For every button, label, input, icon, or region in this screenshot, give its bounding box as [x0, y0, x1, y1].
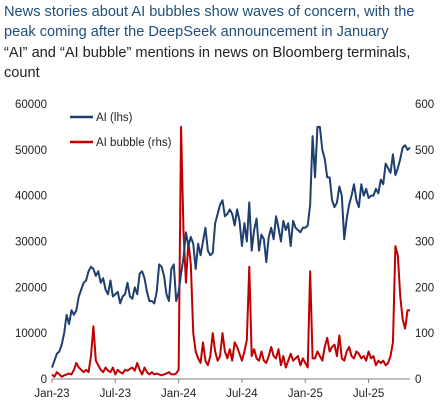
- x-tick-label: Jul-23: [100, 388, 131, 400]
- y-right-tick-label: 200: [415, 282, 434, 294]
- y-left-tick-label: 20000: [15, 282, 47, 294]
- chart-title: News stories about AI bubbles show waves…: [4, 4, 415, 40]
- y-left-tick-label: 50000: [15, 145, 47, 157]
- x-tick-label: Jul-25: [353, 388, 384, 400]
- series-line-ai: [51, 125, 411, 368]
- y-left-tick-label: 40000: [15, 191, 47, 203]
- chart-subtitle: “AI” and “AI bubble” mentions in news on…: [4, 45, 411, 81]
- y-right-tick-label: 500: [415, 145, 434, 157]
- y-right-tick-label: 600: [415, 99, 434, 111]
- series-layer: [51, 125, 411, 378]
- x-tick-label: Jan-25: [288, 388, 323, 400]
- y-right-ticks: 0 100 200 300 400 500 600: [415, 99, 434, 386]
- legend-label-ai-bubble: AI bubble (rhs): [96, 137, 172, 149]
- x-tick-label: Jan-23: [34, 388, 69, 400]
- y-left-tick-label: 30000: [15, 237, 47, 249]
- y-left-tick-label: 10000: [15, 328, 47, 340]
- y-right-tick-label: 400: [415, 191, 434, 203]
- y-right-tick-label: 100: [415, 328, 434, 340]
- y-right-tick-label: 0: [415, 374, 421, 386]
- y-left-tick-label: 0: [41, 374, 47, 386]
- y-left-ticks: 0 10000 20000 30000 40000 50000 60000: [15, 99, 47, 386]
- x-tick-label: Jan-24: [161, 388, 197, 400]
- x-ticks: Jan-23 Jul-23 Jan-24 Jul-24 Jan-25 Jul-25: [34, 379, 384, 400]
- legend: AI (lhs) AI bubble (rhs): [70, 112, 172, 149]
- series-line-ai-bubble: [51, 125, 410, 378]
- y-right-tick-label: 300: [415, 237, 434, 249]
- y-left-tick-label: 60000: [15, 99, 47, 111]
- x-tick-label: Jul-24: [226, 388, 258, 400]
- legend-label-ai: AI (lhs): [96, 112, 133, 124]
